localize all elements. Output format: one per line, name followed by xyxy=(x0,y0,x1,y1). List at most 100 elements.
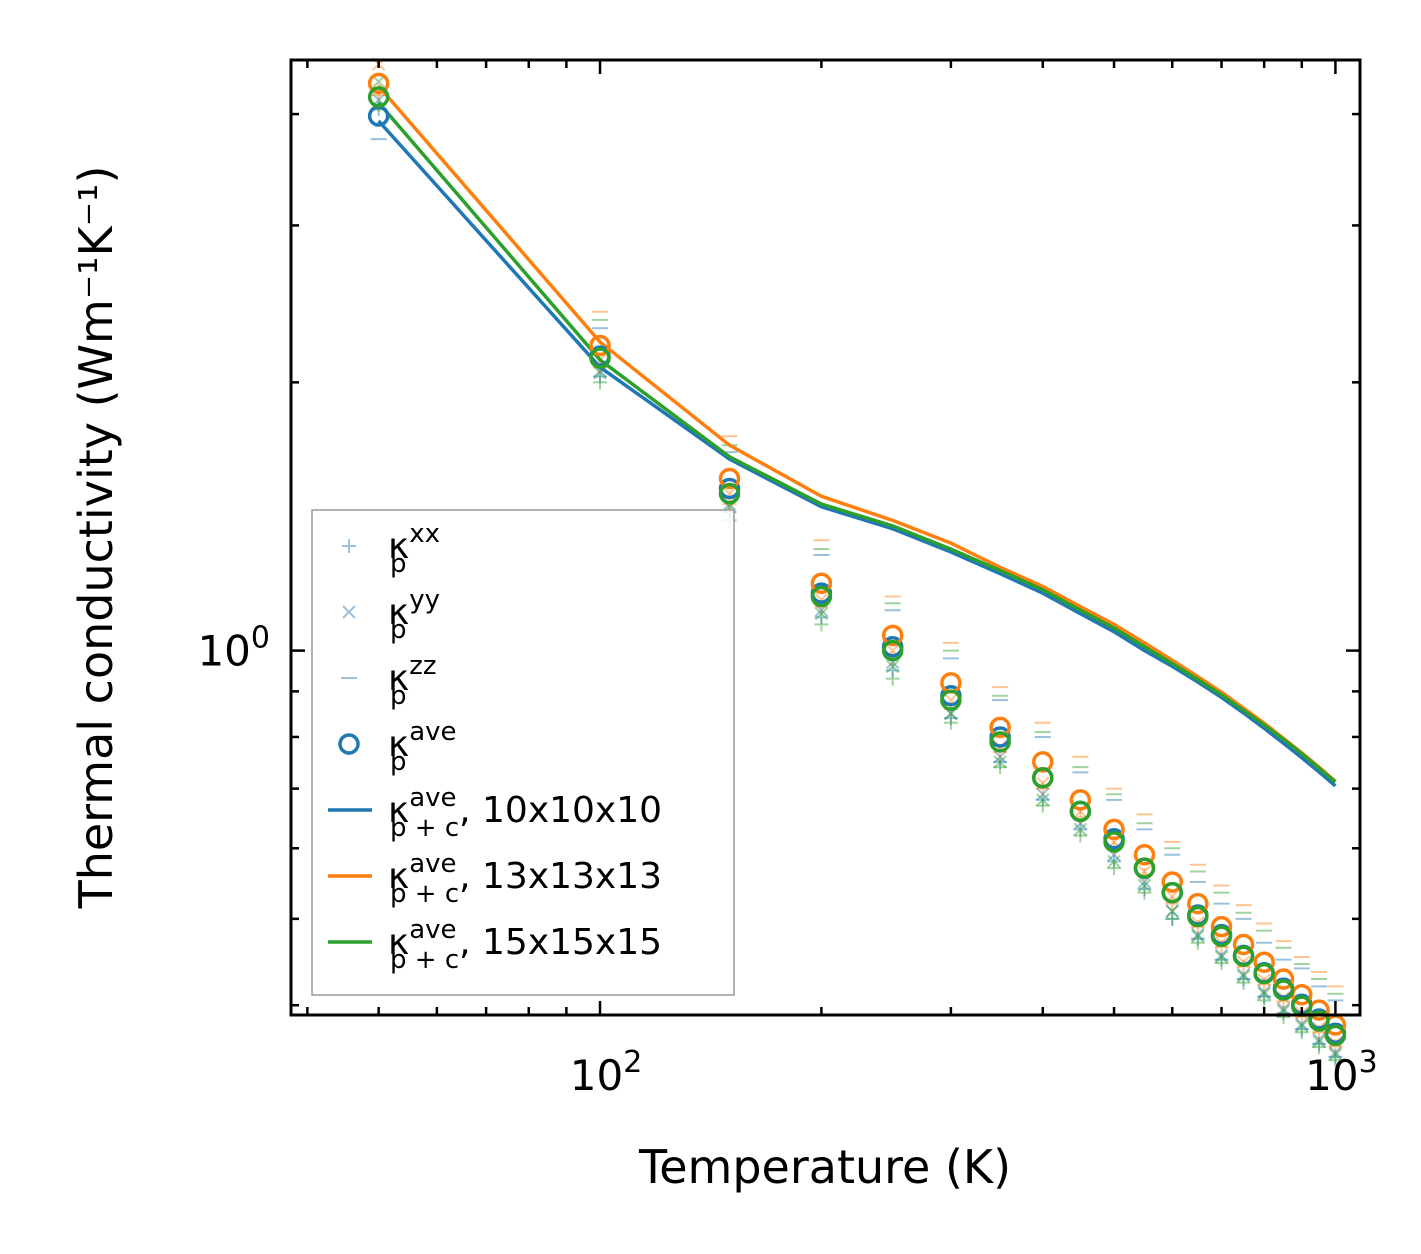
point-kyy-10-T650 xyxy=(1191,927,1205,942)
point-kyy-10-T700-a xyxy=(1214,948,1229,963)
legend-subscript: p xyxy=(390,681,407,711)
legend-marker-b xyxy=(342,605,356,619)
point-kave-15-T800 xyxy=(1253,962,1275,985)
legend-sup: ave xyxy=(409,783,456,813)
point-kyy-10-T750-a xyxy=(1236,967,1251,982)
point-kyy-15-T350-a xyxy=(993,755,1007,769)
plot-frame xyxy=(289,58,1362,1017)
point-kyy-15-T700-a xyxy=(1214,950,1229,964)
legend-suffix: , 15x15x15 xyxy=(459,922,662,963)
point-kyy-10-T800-b xyxy=(1257,985,1271,999)
point-kxx-10-T300 xyxy=(943,711,958,726)
point-kyy-15-T900-a xyxy=(1295,1019,1309,1033)
point-kave-15-T750-c xyxy=(1232,945,1255,967)
point-kave-15-T50 xyxy=(367,86,390,108)
point-kyy-15-T1000-a xyxy=(1328,1047,1343,1062)
point-kave-13-T200 xyxy=(810,572,833,595)
point-kyy-13-T750 xyxy=(1236,955,1251,969)
legend-subscript: p + c xyxy=(390,945,459,975)
point-kave-13-T200-c xyxy=(810,572,833,595)
point-kave-15-T650 xyxy=(1187,905,1209,928)
point-kyy-10-T900-a xyxy=(1295,1017,1309,1031)
point-kyy-15-T450-a xyxy=(1073,822,1088,837)
legend-sup: ave xyxy=(409,717,456,747)
point-kyy-15-T350-b xyxy=(993,755,1007,769)
point-kxx-15-T650 xyxy=(1190,935,1205,950)
point-kave-15-T150-c xyxy=(718,482,741,505)
point-kxx-13-T600 xyxy=(1165,896,1180,911)
point-kxx-15-T350 xyxy=(993,760,1008,775)
point-kxx-15-T300 xyxy=(943,715,958,730)
legend-label: κave p + c, 13x13x13 xyxy=(388,849,662,909)
point-kyy-15-T1000-b xyxy=(1328,1047,1343,1062)
point-kave-13-T450 xyxy=(1069,789,1092,811)
point-kyy-15-T500-b xyxy=(1107,854,1121,869)
point-kave-15-T750 xyxy=(1232,945,1255,967)
legend-entry-7: κave p + c, 15x15x15 xyxy=(328,915,662,975)
point-kyy-10-T650-b xyxy=(1191,927,1205,942)
point-kave-15-T950 xyxy=(1308,1010,1330,1032)
point-kyy-10-T850 xyxy=(1276,1002,1291,1016)
legend-entry-2: κyy p xyxy=(342,585,440,645)
point-kyy-15-T950-a xyxy=(1312,1034,1326,1049)
point-kave-15-T400 xyxy=(1032,766,1054,789)
legend-marker xyxy=(342,605,356,619)
point-kave-15-T150 xyxy=(718,482,741,505)
point-kxx-15-T100 xyxy=(593,375,608,390)
point-kave-15-T850 xyxy=(1272,979,1295,1001)
point-kave-15-T450 xyxy=(1069,800,1092,823)
point-kave-13-T800-c xyxy=(1253,951,1275,973)
series-line-kpc-10 xyxy=(377,119,1337,788)
legend-sup: ave xyxy=(409,849,456,879)
point-kxx-15-T500 xyxy=(1107,861,1122,876)
point-kyy-10-T950 xyxy=(1312,1032,1326,1047)
point-kave-15-T550 xyxy=(1133,857,1156,879)
point-kxx-10-T750 xyxy=(1236,972,1251,987)
point-kxx-10-T350 xyxy=(993,754,1008,769)
point-kave-13-T850-c xyxy=(1272,968,1295,990)
point-kyy-15-T550-b xyxy=(1137,878,1152,893)
point-kxx-15-T450 xyxy=(1073,828,1088,843)
point-kave-15-T300-c xyxy=(940,689,962,711)
point-kave-13-T550-c xyxy=(1133,844,1156,866)
point-kave-15-T600-c xyxy=(1161,881,1184,904)
point-kxx-10-T100 xyxy=(593,369,608,384)
point-kxx-10-T650 xyxy=(1190,931,1205,946)
point-kyy-10-T850-a xyxy=(1276,1002,1291,1016)
point-kyy-15-T250 xyxy=(885,659,900,674)
point-kyy-15-T750-a xyxy=(1236,969,1251,984)
point-kyy-15-T600 xyxy=(1165,904,1179,918)
point-kyy-10-T350-b xyxy=(993,750,1007,764)
point-kyy-15-T650 xyxy=(1191,929,1205,943)
point-kxx-15-T950 xyxy=(1312,1040,1327,1055)
point-kxx-10-T550 xyxy=(1137,882,1152,897)
point-kyy-10-T850-b xyxy=(1276,1002,1291,1016)
legend-marker-a xyxy=(342,605,356,619)
point-kyy-13-T750-b xyxy=(1236,955,1251,969)
point-kave-13-T800 xyxy=(1253,951,1275,973)
point-kyy-10-T1000-b xyxy=(1328,1045,1343,1060)
legend-sup: xx xyxy=(409,519,440,549)
point-kyy-15-T550-a xyxy=(1137,878,1152,893)
point-kave-13-T850 xyxy=(1272,968,1295,990)
point-kyy-15-T700-b xyxy=(1214,950,1229,964)
point-kyy-10-T950-a xyxy=(1312,1032,1326,1047)
point-kyy-15-T250-a xyxy=(885,659,900,674)
point-kxx-10-T400 xyxy=(1035,792,1050,807)
x-axis-title: Temperature (K) xyxy=(638,1140,1011,1194)
legend-marker-c xyxy=(338,733,360,755)
point-kxx-10-T450 xyxy=(1073,822,1088,837)
point-kave-13-T400 xyxy=(1032,751,1054,773)
point-kave-13-T700 xyxy=(1210,915,1233,938)
point-kave-15-T350-c xyxy=(989,731,1011,753)
legend-sup: ave xyxy=(409,915,456,945)
point-kyy-13-T800-b xyxy=(1257,973,1271,987)
point-kyy-15-T450 xyxy=(1073,822,1088,837)
point-kave-13-T350 xyxy=(989,716,1011,739)
point-kxx-15-T1000 xyxy=(1328,1053,1343,1068)
legend-sup: yy xyxy=(409,585,440,615)
point-kxx-10-T1000 xyxy=(1328,1049,1343,1064)
point-kyy-13-T800 xyxy=(1257,973,1271,987)
point-kave-13-T150-c xyxy=(718,467,741,490)
legend-label: κave p + c, 15x15x15 xyxy=(388,915,662,975)
